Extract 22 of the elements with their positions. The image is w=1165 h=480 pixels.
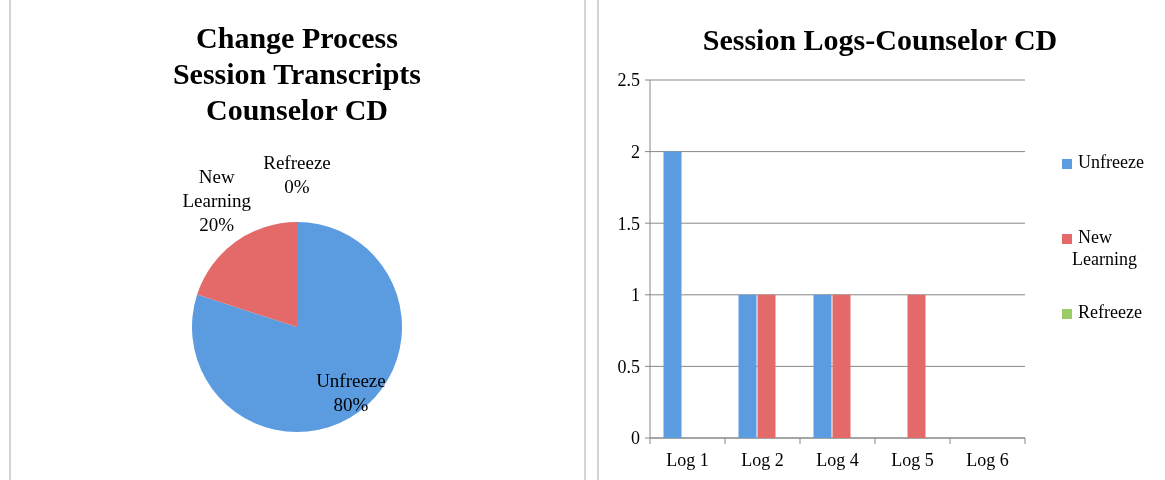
legend-label: New Learning: [1072, 227, 1137, 269]
y-tick-label: 1: [631, 285, 640, 306]
data-label: 80%: [333, 393, 369, 415]
data-label: 20%: [199, 213, 235, 235]
y-tick-label: 1.5: [617, 213, 640, 234]
x-tick-label: Log 2: [741, 450, 784, 470]
x-tick-label: Log 5: [891, 450, 934, 470]
chart-title: Change Process Session Transcripts Counselor CD: [172, 21, 422, 126]
slice-label: New Learning: [182, 165, 252, 211]
chart-title: Session Logs-Counselor CD: [702, 23, 1058, 56]
x-tick-label: Log 6: [966, 450, 1009, 470]
x-tick-label: Log 1: [666, 450, 709, 470]
category-label: Refreeze: [263, 151, 331, 173]
legend-label: Refreeze: [1078, 302, 1142, 322]
x-tick-label: Log 4: [816, 450, 859, 470]
y-tick-label: 2: [631, 141, 640, 162]
y-tick-label: 0: [631, 428, 640, 449]
slice-label: Unfreeze: [316, 369, 386, 391]
y-tick-label: 2.5: [617, 70, 640, 91]
legend-label: Unfreeze: [1078, 152, 1144, 172]
y-tick-label: 0.5: [617, 356, 640, 377]
text: 0%: [284, 175, 310, 197]
